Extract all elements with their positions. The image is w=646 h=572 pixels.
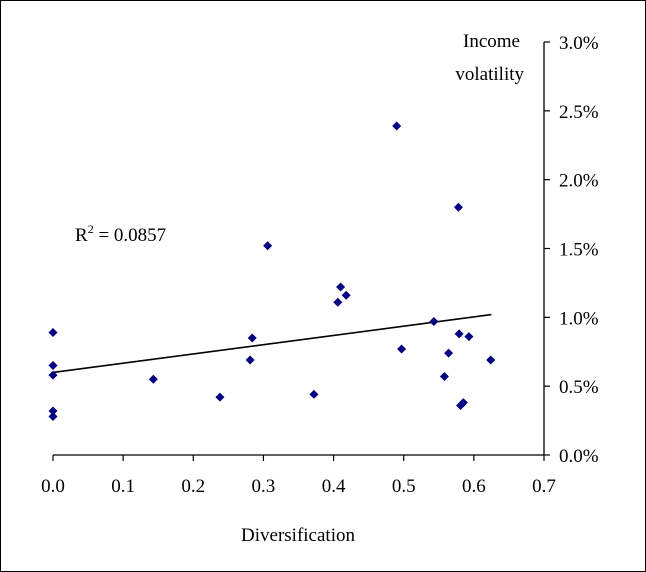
x-tick-label: 0.3 (252, 476, 276, 497)
r-squared-value: = 0.0857 (94, 225, 166, 246)
data-point (429, 316, 439, 326)
x-tick-label: 0.6 (462, 476, 486, 497)
data-point (392, 121, 402, 131)
y-axis-label-line2: volatility (455, 64, 524, 85)
y-tick-label: 0.0% (559, 446, 599, 467)
y-axis-label-line1: Income (463, 31, 520, 52)
data-point (439, 372, 449, 382)
x-tick-label: 0.1 (111, 476, 135, 497)
data-point (215, 392, 225, 402)
data-point (341, 290, 351, 300)
y-tick-label: 3.0% (559, 33, 599, 54)
data-point (464, 332, 474, 342)
y-tick-label: 1.0% (559, 308, 599, 329)
r-squared-prefix: R (75, 225, 88, 246)
y-tick-label: 0.5% (559, 377, 599, 398)
x-tick-label: 0.7 (532, 476, 556, 497)
y-tick-label: 2.0% (559, 171, 599, 192)
data-point (336, 282, 346, 292)
x-tick-label: 0.4 (322, 476, 346, 497)
x-tick-label: 0.0 (41, 476, 65, 497)
trendline-group (52, 313, 492, 374)
data-point (454, 329, 464, 339)
data-point (148, 374, 158, 384)
data-point (48, 406, 58, 416)
data-point (263, 241, 273, 251)
x-tick-label: 0.2 (181, 476, 205, 497)
data-point (333, 297, 343, 307)
x-tick-label: 0.5 (392, 476, 416, 497)
data-point (247, 333, 257, 343)
data-point (453, 202, 463, 212)
data-point (458, 398, 468, 408)
trendline (52, 313, 492, 374)
data-point (245, 355, 255, 365)
r-squared-annotation: R2 = 0.0857 (75, 222, 166, 246)
data-point (48, 327, 58, 337)
data-point (48, 361, 58, 371)
axes-group: 0.0 0.1 0.2 0.3 0.4 0.5 0.6 0.70.0% 0.5% 1.0% 1.5%… (41, 33, 599, 497)
y-tick-label: 1.5% (559, 240, 599, 261)
y-tick-label: 2.5% (559, 102, 599, 123)
data-point (48, 411, 58, 421)
data-point (397, 344, 407, 354)
data-point (444, 348, 454, 358)
r-squared-superscript: 2 (88, 222, 94, 236)
data-point (486, 355, 496, 365)
points-group (48, 121, 496, 421)
data-point (48, 370, 58, 380)
data-point (309, 389, 319, 399)
x-axis-label: Diversification (241, 525, 355, 546)
